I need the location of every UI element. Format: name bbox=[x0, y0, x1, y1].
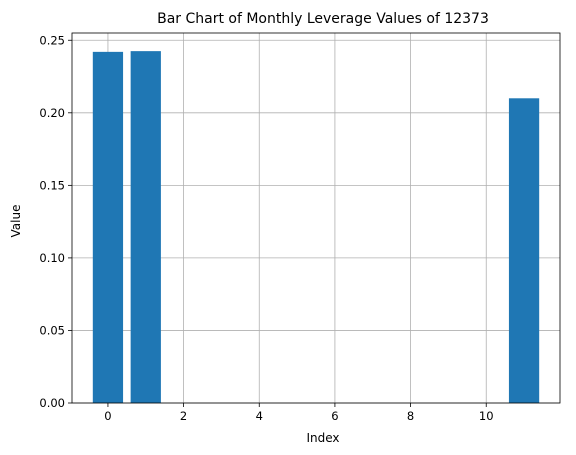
bars bbox=[92, 51, 540, 404]
y-tick-label: 0.20 bbox=[39, 106, 65, 120]
y-tick-label: 0.05 bbox=[39, 323, 65, 337]
y-tick-label: 0.00 bbox=[39, 396, 65, 410]
y-tick-label: 0.15 bbox=[39, 178, 65, 192]
x-tick-label: 2 bbox=[180, 409, 187, 423]
y-tick-label: 0.10 bbox=[39, 251, 65, 265]
y-axis-label: Value bbox=[9, 205, 23, 238]
axis-ticks: 0 2 4 6 8 10 0.00 0.05 0.10 0.15 0.20 0.25 bbox=[39, 33, 493, 423]
x-tick-label: 0 bbox=[104, 409, 111, 423]
bar-1 bbox=[130, 51, 161, 403]
plot-frame bbox=[71, 32, 561, 404]
x-axis-label: Index bbox=[306, 431, 339, 445]
x-tick-label: 10 bbox=[479, 409, 494, 423]
bar-11 bbox=[508, 98, 540, 403]
y-tick-label: 0.25 bbox=[39, 33, 65, 47]
chart-title: Bar Chart of Monthly Leverage Values of … bbox=[157, 11, 489, 27]
x-tick-label: 4 bbox=[256, 409, 263, 423]
x-tick-label: 6 bbox=[331, 409, 338, 423]
x-tick-label: 8 bbox=[407, 409, 414, 423]
bar-0 bbox=[92, 51, 124, 404]
